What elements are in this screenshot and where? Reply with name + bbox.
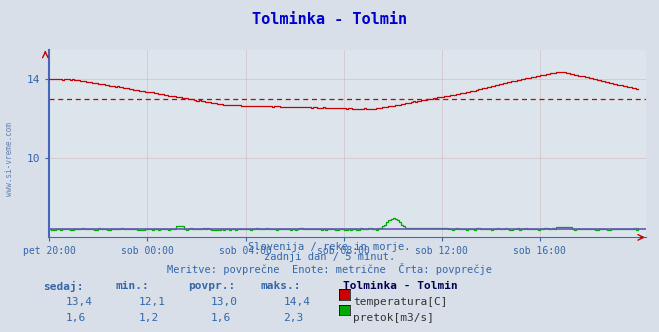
Text: sedaj:: sedaj:	[43, 281, 83, 291]
Text: 13,0: 13,0	[211, 297, 238, 307]
Text: Meritve: povprečne  Enote: metrične  Črta: povprečje: Meritve: povprečne Enote: metrične Črta:…	[167, 263, 492, 275]
Text: zadnji dan / 5 minut.: zadnji dan / 5 minut.	[264, 252, 395, 262]
Text: Slovenija / reke in morje.: Slovenija / reke in morje.	[248, 242, 411, 252]
Text: 2,3: 2,3	[283, 313, 304, 323]
Text: 1,6: 1,6	[211, 313, 231, 323]
Text: 12,1: 12,1	[138, 297, 165, 307]
Text: Tolminka - Tolmin: Tolminka - Tolmin	[343, 281, 457, 290]
Text: Tolminka - Tolmin: Tolminka - Tolmin	[252, 12, 407, 27]
Text: 14,4: 14,4	[283, 297, 310, 307]
Text: min.:: min.:	[115, 281, 149, 290]
Text: 1,6: 1,6	[66, 313, 86, 323]
Text: 13,4: 13,4	[66, 297, 93, 307]
Text: pretok[m3/s]: pretok[m3/s]	[353, 313, 434, 323]
Text: 1,2: 1,2	[138, 313, 159, 323]
Text: temperatura[C]: temperatura[C]	[353, 297, 447, 307]
Text: maks.:: maks.:	[260, 281, 301, 290]
Text: povpr.:: povpr.:	[188, 281, 235, 290]
Text: www.si-vreme.com: www.si-vreme.com	[5, 123, 14, 196]
